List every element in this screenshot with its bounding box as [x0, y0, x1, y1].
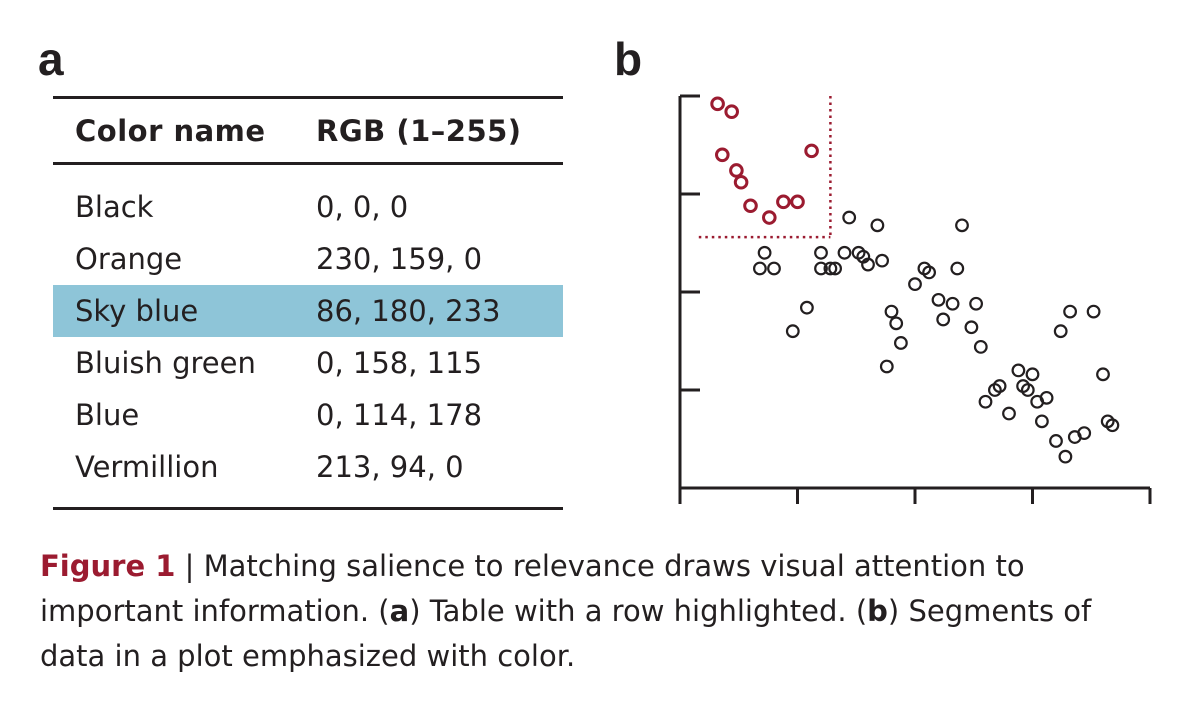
table-row: Orange 230, 159, 0	[53, 233, 563, 285]
data-point	[879, 359, 894, 374]
highlighted-point	[724, 104, 739, 119]
table-header-rule	[53, 162, 563, 165]
data-point	[1096, 367, 1110, 382]
table-row: Black 0, 0, 0	[53, 181, 563, 233]
table-row: Bluish green 0, 158, 115	[53, 337, 563, 389]
cell-rgb: 0, 158, 115	[316, 346, 483, 380]
cell-rgb: 0, 0, 0	[316, 190, 409, 224]
data-point	[1035, 414, 1049, 429]
cell-color-name: Vermillion	[75, 450, 219, 484]
panel-label-b: b	[614, 33, 643, 85]
table-row-highlighted: Sky blue 86, 180, 233	[53, 285, 563, 337]
cell-color-name: Sky blue	[75, 294, 199, 328]
data-point	[908, 277, 922, 292]
cell-color-name: Blue	[75, 398, 140, 432]
data-point	[785, 324, 800, 339]
data-point	[1063, 304, 1078, 319]
data-point	[752, 261, 767, 276]
data-point	[1025, 367, 1040, 382]
data-point	[1011, 363, 1026, 378]
cell-rgb: 213, 94, 0	[316, 450, 464, 484]
data-point	[1039, 390, 1054, 405]
data-point	[875, 253, 890, 268]
data-point	[950, 261, 965, 276]
caption-ref-a: a	[389, 594, 410, 628]
data-point	[870, 218, 885, 233]
data-point	[1105, 418, 1120, 433]
caption-text-3: ) Segments of data in a plot emphasized …	[40, 594, 1092, 673]
header-rgb: RGB (1–255)	[316, 113, 522, 148]
highlighted-point	[729, 163, 744, 178]
panel-label-a: a	[38, 33, 64, 85]
table-row: Blue 0, 114, 178	[53, 389, 563, 441]
cell-color-name: Black	[75, 190, 154, 224]
data-point	[814, 245, 828, 260]
data-point	[992, 379, 1007, 393]
data-point	[884, 304, 899, 319]
table-header-row: Color name RGB (1–255)	[53, 99, 563, 162]
data-point	[861, 257, 875, 272]
highlighted-point	[804, 143, 819, 159]
data-point	[1020, 383, 1035, 397]
data-point	[964, 320, 979, 335]
cell-color-name: Orange	[75, 242, 183, 276]
data-point	[767, 261, 781, 276]
table-bottom-rule	[53, 507, 563, 510]
data-point	[799, 300, 814, 315]
data-point	[1077, 426, 1092, 441]
data-point	[969, 296, 984, 311]
table-top-rule	[53, 96, 563, 99]
data-point	[828, 261, 843, 276]
data-point	[1049, 434, 1063, 448]
caption-separator: |	[175, 549, 204, 583]
data-point	[936, 312, 951, 327]
cell-color-name: Bluish green	[75, 346, 256, 380]
header-color-name: Color name	[75, 113, 266, 148]
data-point	[757, 245, 772, 260]
cell-rgb: 0, 114, 178	[316, 398, 483, 432]
data-point	[1086, 304, 1101, 319]
data-point	[931, 292, 946, 307]
highlighted-point	[776, 194, 791, 210]
data-point	[945, 296, 960, 311]
highlighted-point	[790, 194, 805, 210]
table-body: Black 0, 0, 0 Orange 230, 159, 0 Sky blu…	[53, 165, 563, 507]
data-point	[978, 394, 993, 409]
caption-text-2: ) Table with a row highlighted. (	[409, 594, 868, 628]
data-point	[893, 336, 908, 350]
data-point	[823, 261, 838, 276]
cell-rgb: 86, 180, 233	[316, 294, 501, 328]
highlighted-point	[715, 147, 730, 163]
data-point	[973, 339, 988, 354]
highlighted-point	[762, 210, 777, 225]
data-point	[842, 210, 857, 225]
data-point	[837, 245, 852, 260]
data-point	[1058, 449, 1073, 464]
highlighted-point	[733, 174, 749, 190]
data-point	[1053, 324, 1068, 339]
scatter-plot	[678, 94, 1152, 504]
table-row: Vermillion 213, 94, 0	[53, 441, 563, 493]
data-point	[1002, 406, 1016, 421]
highlighted-point	[710, 96, 725, 112]
data-point	[922, 265, 937, 280]
color-table: Color name RGB (1–255) Black 0, 0, 0 Ora…	[53, 96, 563, 510]
highlighted-point	[743, 198, 758, 214]
caption-text-1: Matching salience to relevance draws vis…	[40, 549, 1025, 628]
data-point	[814, 261, 828, 276]
data-point	[889, 316, 904, 331]
data-point	[955, 218, 969, 233]
figure-caption: Figure 1 | Matching salience to relevanc…	[40, 544, 1150, 679]
cell-rgb: 230, 159, 0	[316, 242, 483, 276]
caption-ref-b: b	[867, 594, 888, 628]
figure-label: Figure 1	[40, 549, 176, 583]
